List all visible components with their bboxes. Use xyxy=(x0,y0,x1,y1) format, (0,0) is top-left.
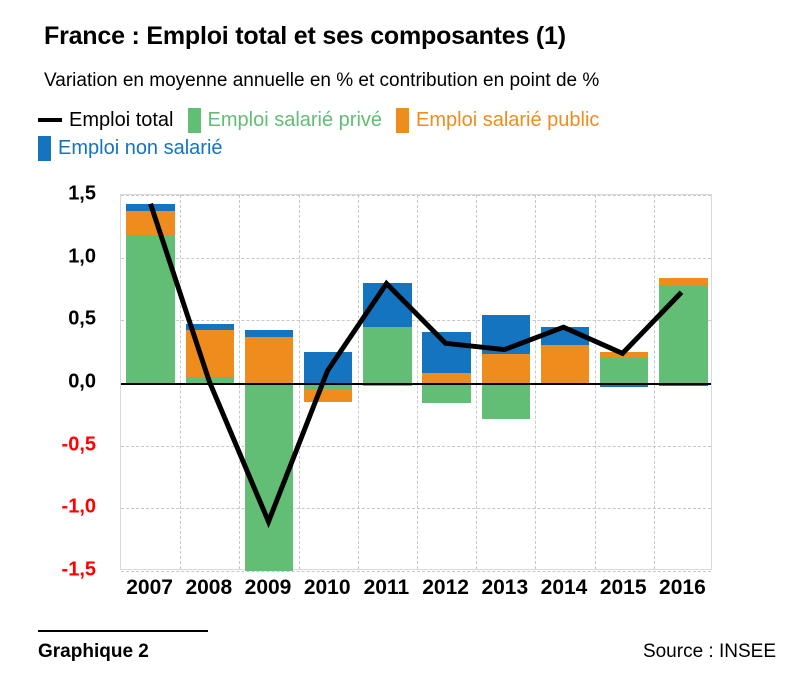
y-axis-tick-label: 0,0 xyxy=(68,370,96,393)
x-axis-tick-label: 2014 xyxy=(540,576,588,599)
bar-segment[interactable] xyxy=(422,331,471,373)
bar-group[interactable] xyxy=(180,195,239,569)
bar-segment[interactable] xyxy=(244,336,294,383)
legend-color-swatch-icon xyxy=(187,107,201,133)
bar-segment[interactable] xyxy=(303,389,353,402)
bar-segment[interactable] xyxy=(540,326,590,346)
legend-label: Emploi salarié privé xyxy=(207,109,383,131)
page-subtitle: Variation en moyenne annuelle en % et co… xyxy=(44,70,600,91)
footer-divider xyxy=(38,630,208,632)
bar-group[interactable] xyxy=(595,195,654,569)
bar-segment[interactable] xyxy=(303,351,353,383)
gridline-horizontal xyxy=(121,571,711,572)
legend-label: Emploi total xyxy=(69,109,174,131)
x-axis-tick-label: 2011 xyxy=(363,576,410,599)
legend-row: Emploi total Emploi salarié privé Emploi s… xyxy=(38,106,783,134)
bar-segment[interactable] xyxy=(126,211,175,236)
bar-segment[interactable] xyxy=(185,324,235,331)
chart-area: 1,5 1,0 0,5 0,0 -0,5 -1,0 -1,5 2007 2008 2009 2010… xyxy=(0,180,800,600)
bar-group[interactable] xyxy=(476,195,535,569)
bar-segment[interactable] xyxy=(481,315,531,355)
bar-segment[interactable] xyxy=(126,235,175,383)
bar-group[interactable] xyxy=(417,195,476,569)
y-axis-tick-label: -0,5 xyxy=(61,433,96,456)
legend-label: Emploi salarié public xyxy=(416,109,600,131)
x-axis-tick-label: 2013 xyxy=(481,576,529,599)
legend-entry[interactable]: Emploi salarié public xyxy=(396,107,600,133)
source-label: Source : INSEE xyxy=(642,641,776,662)
x-axis-tick-label: 2009 xyxy=(244,576,292,599)
page-title: France : Emploi total et ses composantes… xyxy=(44,22,566,50)
bar-segment[interactable] xyxy=(659,286,708,383)
legend-color-swatch-icon xyxy=(38,135,51,161)
gridline-horizontal xyxy=(121,195,711,196)
plot-area xyxy=(120,194,713,572)
legend-row: Emploi non salarié xyxy=(38,134,783,162)
figure-label: Graphique 2 xyxy=(38,641,149,662)
bar-group[interactable] xyxy=(535,195,594,569)
bar-group[interactable] xyxy=(358,195,417,569)
legend-entry[interactable]: Emploi total xyxy=(38,110,174,130)
bar-segment[interactable] xyxy=(481,383,531,420)
legend-line-swatch-icon xyxy=(38,118,62,122)
bar-group[interactable] xyxy=(239,195,298,571)
x-axis-tick-label: 2012 xyxy=(422,576,469,599)
bar-segment[interactable] xyxy=(540,345,590,383)
zero-axis-line xyxy=(121,383,711,385)
bar-segment[interactable] xyxy=(422,383,471,404)
x-axis-tick-label: 2016 xyxy=(659,576,706,599)
bar-segment[interactable] xyxy=(126,203,175,212)
bar-segment[interactable] xyxy=(599,351,649,358)
chart-legend: Emploi total Emploi salarié privé Emploi s… xyxy=(38,106,783,162)
y-axis-tick-label: -1,0 xyxy=(61,495,96,518)
bar-segment[interactable] xyxy=(599,357,649,383)
bar-segment[interactable] xyxy=(659,277,708,287)
x-axis-tick-label: 2015 xyxy=(599,576,647,599)
bar-group[interactable] xyxy=(654,195,713,569)
bar-segment[interactable] xyxy=(363,282,412,327)
bar-group[interactable] xyxy=(121,195,180,569)
y-axis-tick-label: 1,0 xyxy=(68,245,96,268)
y-axis-tick-label: 1,5 xyxy=(68,182,96,205)
bar-segment[interactable] xyxy=(363,326,412,383)
y-axis-tick-label: -1,5 xyxy=(61,558,96,581)
x-axis-tick-label: 2007 xyxy=(126,576,173,599)
legend-entry[interactable]: Emploi salarié privé xyxy=(187,107,383,133)
bar-segment[interactable] xyxy=(244,383,294,571)
x-axis-tick-label: 2008 xyxy=(185,576,233,599)
legend-entry[interactable]: Emploi non salarié xyxy=(38,135,223,161)
legend-color-swatch-icon xyxy=(396,107,410,133)
x-axis-tick-label: 2010 xyxy=(303,576,351,599)
legend-label: Emploi non salarié xyxy=(58,137,223,159)
y-axis-tick-label: 0,5 xyxy=(68,307,96,330)
bar-segment[interactable] xyxy=(422,372,471,383)
bar-group[interactable] xyxy=(299,195,358,569)
bar-segment[interactable] xyxy=(481,354,531,383)
bar-segment[interactable] xyxy=(244,330,294,337)
bar-segment[interactable] xyxy=(185,330,235,377)
